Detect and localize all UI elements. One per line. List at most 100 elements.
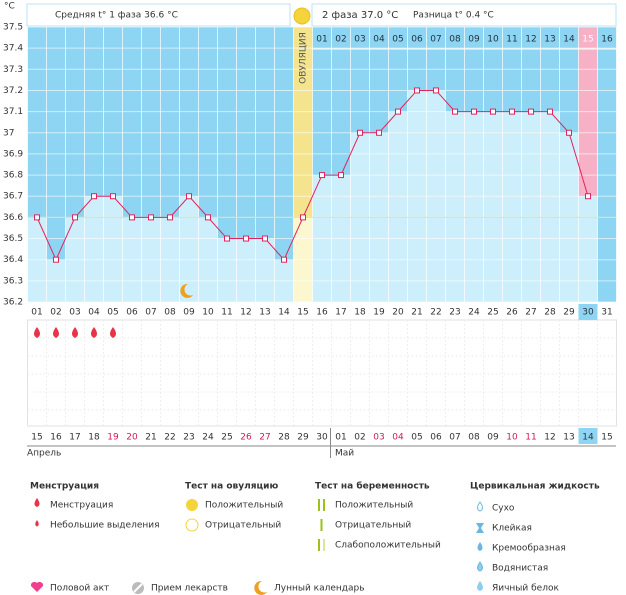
x-tick-label: 19 [373, 308, 385, 318]
x-tick-label: 27 [525, 308, 536, 318]
legend-item: Яичный белок [492, 584, 559, 594]
x-tick-label: 28 [544, 308, 556, 318]
phase-day-label: 14 [563, 35, 575, 45]
date-label: 28 [278, 433, 290, 443]
temp-bar [578, 196, 598, 302]
menstruation-drop [34, 327, 40, 338]
x-tick-label: 25 [487, 308, 498, 318]
temp-point [72, 214, 78, 221]
legend-item: Клейкая [492, 524, 532, 534]
cervical-icon [477, 542, 483, 551]
date-label: 25 [221, 433, 232, 443]
y-tick-label: 36.7 [3, 192, 23, 202]
legend-item: Менструация [50, 501, 113, 511]
temp-point [357, 129, 363, 136]
y-tick-label: 36.8 [3, 171, 23, 181]
temp-point [566, 129, 572, 136]
phase-day-label: 02 [335, 35, 346, 45]
phase-day-label: 06 [411, 35, 423, 45]
date-label: 27 [259, 433, 270, 443]
temp-line [36, 89, 589, 261]
month-label: Апрель [27, 449, 61, 459]
temp-point [452, 108, 458, 115]
date-label: 06 [430, 433, 442, 443]
y-tick-label: 36.6 [3, 213, 23, 223]
temp-point [53, 256, 59, 263]
x-tick-label: 13 [259, 308, 270, 318]
temp-point [205, 214, 211, 221]
negative-icon [185, 518, 199, 532]
temp-bar [236, 238, 256, 302]
temp-bar [540, 111, 560, 302]
y-tick-label: 36.5 [3, 234, 23, 244]
date-label: 15 [601, 433, 612, 443]
y-tick-label: 37.2 [3, 86, 23, 96]
menstruation-drop [110, 327, 116, 338]
date-label: 16 [50, 433, 62, 443]
phase1-text: Средняя t° 1 фаза 36.6 °C [55, 11, 178, 21]
legend-item: Отрицательный [335, 521, 411, 531]
menstruation-drop [91, 327, 97, 338]
x-tick-label: 02 [50, 308, 61, 318]
x-tick-label: 18 [354, 308, 366, 318]
date-label: 21 [145, 433, 156, 443]
date-label: 20 [126, 433, 138, 443]
date-label: 22 [164, 433, 175, 443]
date-label: 23 [183, 433, 194, 443]
date-label: 24 [202, 433, 214, 443]
x-tick-label: 11 [221, 308, 232, 318]
drop-icon [34, 498, 40, 507]
temp-bar [84, 196, 104, 302]
temp-point [167, 214, 173, 221]
temp-bar [483, 111, 503, 302]
legend: Менструация Менструация Небольшие выделе… [30, 481, 600, 595]
x-tick-label: 12 [240, 308, 251, 318]
temp-point [224, 235, 230, 242]
temp-point [547, 108, 553, 115]
date-label: 29 [297, 433, 309, 443]
date-label: 08 [468, 433, 480, 443]
phase-day-label: 04 [373, 35, 385, 45]
menstruation-drop [53, 327, 59, 338]
temp-point [110, 193, 116, 200]
phase-day-label: 10 [487, 35, 499, 45]
phase-day-label: 16 [601, 35, 613, 45]
temp-point [91, 193, 97, 200]
temp-point [186, 193, 192, 200]
legend-item: Кремообразная [492, 544, 566, 554]
phase-day-label: 05 [392, 35, 403, 45]
temp-bar [445, 111, 465, 302]
phase-day-label: 09 [468, 35, 480, 45]
x-tick-label: 08 [164, 308, 176, 318]
legend-item: Водянистая [492, 564, 548, 574]
x-tick-label: 21 [411, 308, 422, 318]
y-axis-label: °C [4, 2, 15, 12]
moon-icon [254, 580, 267, 595]
temp-point [490, 108, 496, 115]
legend-title: Тест на овуляцию [185, 482, 278, 492]
legend-item: Отрицательный [205, 521, 281, 531]
moon-marker [180, 283, 193, 298]
y-tick-label: 37.1 [3, 107, 23, 117]
legend-item: Прием лекарств [151, 584, 228, 594]
date-label: 04 [392, 433, 404, 443]
date-label: 02 [354, 433, 365, 443]
date-label: 01 [335, 433, 346, 443]
pill-icon-line [133, 583, 143, 593]
date-label: 07 [449, 433, 460, 443]
y-tick-label: 36.3 [3, 276, 23, 286]
date-label: 19 [107, 433, 119, 443]
legend-item: Сухо [492, 504, 515, 514]
temp-point [148, 214, 154, 221]
test-line [323, 499, 325, 511]
x-tick-label: 29 [563, 308, 575, 318]
test-line [320, 519, 323, 531]
date-label: 05 [411, 433, 422, 443]
date-label: 10 [506, 433, 518, 443]
phase-day-label: 03 [354, 35, 365, 45]
legend-item: Положительный [205, 501, 283, 511]
y-tick-label: 37.5 [3, 23, 23, 33]
temp-point [509, 108, 515, 115]
y-tick-label: 36.4 [3, 255, 23, 265]
temp-bar [103, 196, 123, 302]
